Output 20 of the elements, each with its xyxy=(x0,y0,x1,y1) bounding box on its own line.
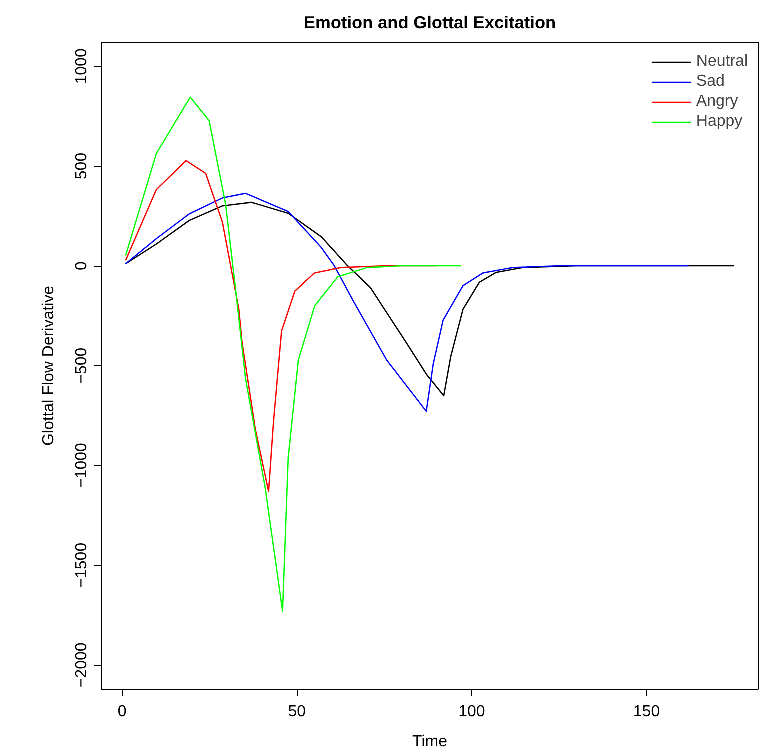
legend-label: Sad xyxy=(696,73,725,91)
legend-label: Angry xyxy=(696,93,738,111)
y-tick-label: −2000 xyxy=(74,642,90,688)
y-tick-label: 1000 xyxy=(74,48,90,84)
x-tick-label: 150 xyxy=(633,704,660,720)
x-tick-label: 0 xyxy=(118,704,127,720)
y-tick-label: −1000 xyxy=(74,443,90,488)
x-tick-label: 100 xyxy=(458,704,486,720)
chart-title: Emotion and Glottal Excitation xyxy=(304,12,556,32)
legend-label: Neutral xyxy=(696,53,748,71)
line-series xyxy=(125,96,462,612)
y-tick-label: 500 xyxy=(74,152,90,180)
y-tick-label: −500 xyxy=(74,348,90,384)
x-axis-title: Time xyxy=(412,734,448,750)
legend-label: Happy xyxy=(696,113,743,131)
x-tick-label: 50 xyxy=(288,704,306,720)
y-tick-label: −1500 xyxy=(74,542,90,588)
y-tick-label: 0 xyxy=(74,261,90,270)
line-series xyxy=(125,192,690,412)
y-axis-title: Glottal Flow Derivative xyxy=(40,286,58,446)
